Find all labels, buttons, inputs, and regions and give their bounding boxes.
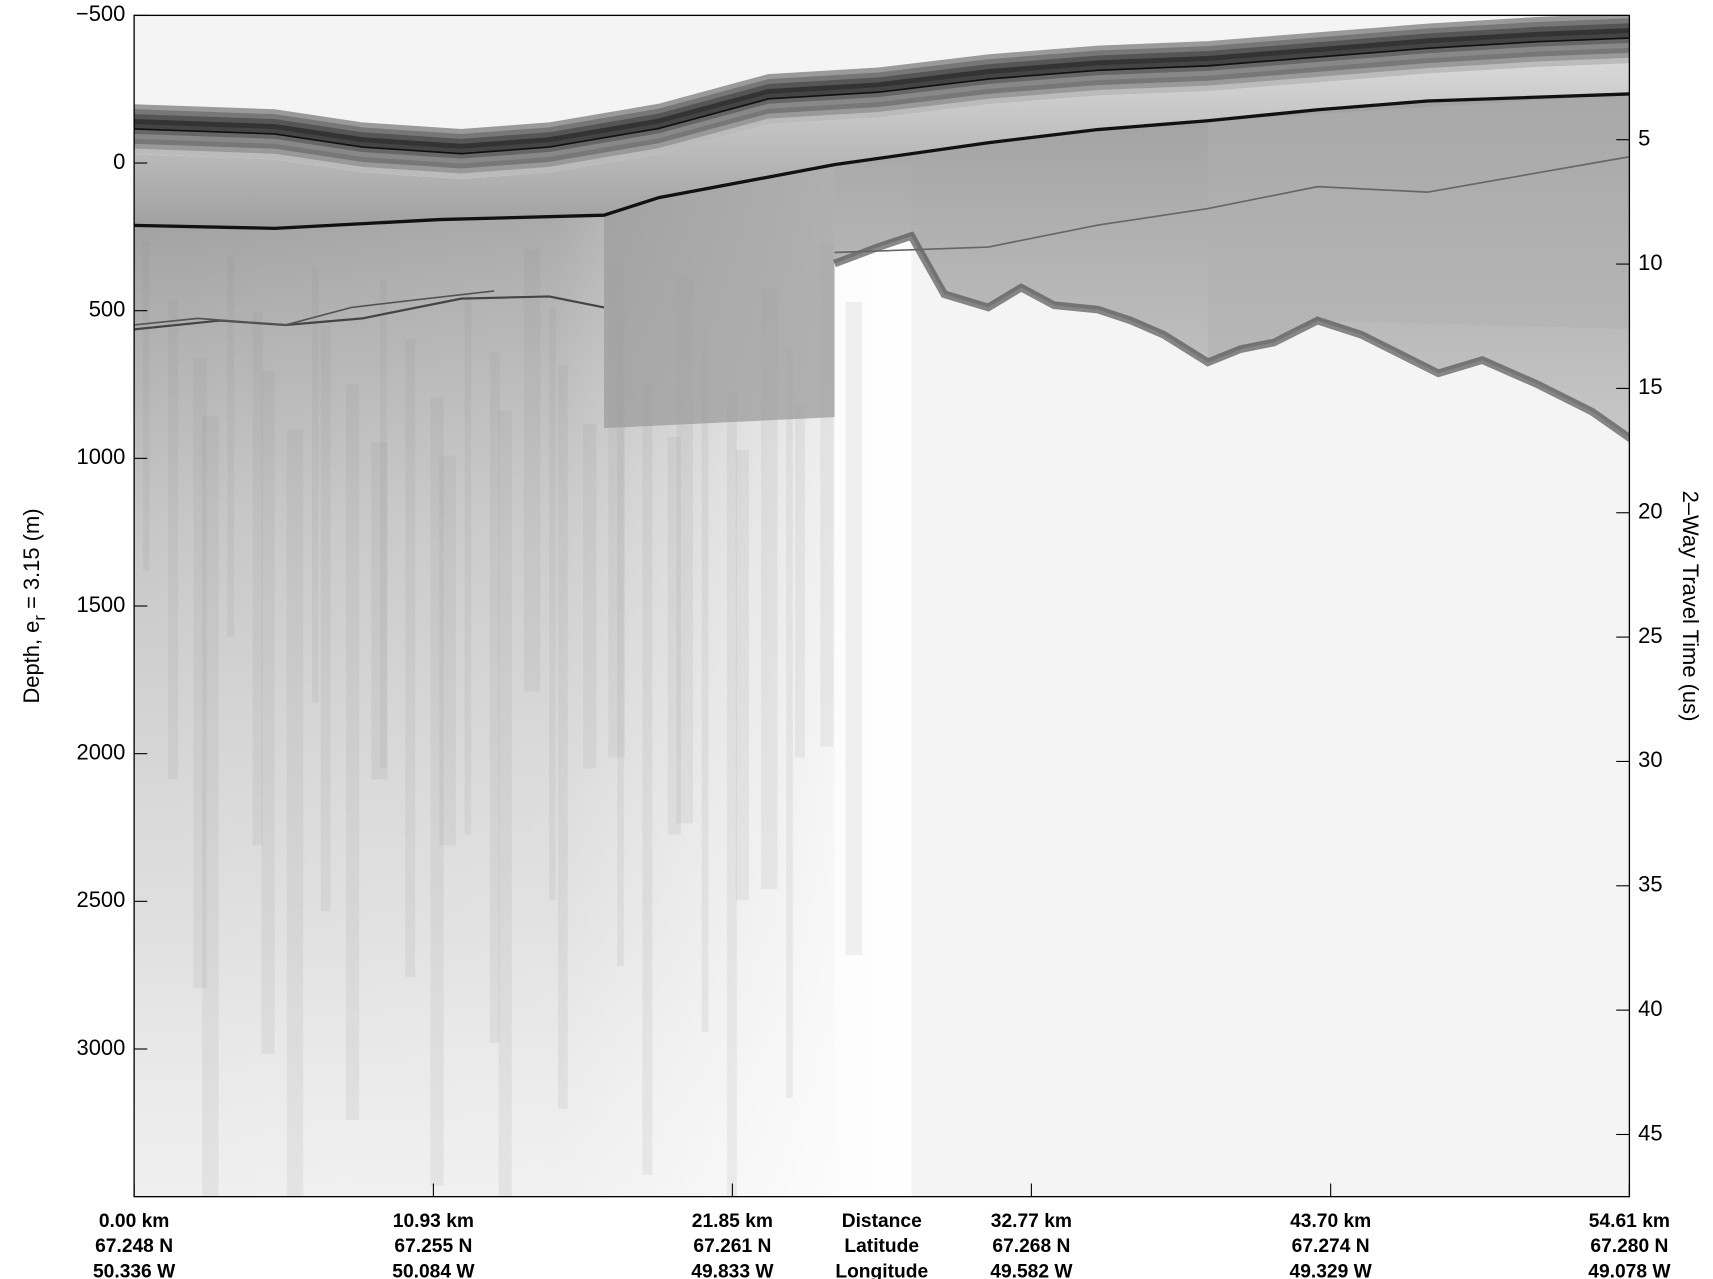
streak bbox=[286, 429, 304, 1197]
y-label-suffix: = 3.15 (m) bbox=[19, 508, 44, 615]
y2-tick-label: 10 bbox=[1638, 250, 1662, 275]
surface-stripe bbox=[134, 23, 1630, 145]
x-tick-label: 21.85 km bbox=[692, 1211, 773, 1232]
surface-line bbox=[134, 37, 1630, 155]
streak bbox=[498, 410, 512, 1197]
y-label-subscript: r bbox=[31, 615, 49, 621]
streak bbox=[845, 301, 862, 956]
latitude-label: 67.248 N bbox=[95, 1236, 173, 1257]
streak bbox=[583, 423, 597, 769]
x-tick-label: 0.00 km bbox=[99, 1211, 169, 1232]
x-tick-label: 54.61 km bbox=[1589, 1211, 1670, 1232]
latitude-label: 67.261 N bbox=[693, 1236, 771, 1257]
latitude-label: 67.274 N bbox=[1292, 1236, 1370, 1257]
row-label: Latitude bbox=[844, 1236, 919, 1257]
row-label: Distance bbox=[842, 1211, 922, 1232]
y-tick-label: 1000 bbox=[77, 444, 126, 469]
streak bbox=[227, 254, 235, 637]
x-tick-label: 43.70 km bbox=[1290, 1211, 1371, 1232]
y2-tick-label: 25 bbox=[1638, 623, 1662, 648]
y2-tick-label: 45 bbox=[1638, 1120, 1662, 1145]
streak bbox=[735, 450, 749, 901]
mid-ice bbox=[603, 164, 835, 429]
y-tick-label: 0 bbox=[113, 149, 125, 174]
surface-stripe bbox=[134, 47, 1630, 170]
ice-surface-reflector bbox=[134, 92, 1630, 231]
y-tick-label: 2000 bbox=[77, 739, 126, 764]
y-label-text: Depth, e bbox=[19, 621, 44, 704]
streak bbox=[371, 442, 388, 780]
bed-reflector bbox=[833, 231, 1630, 443]
ice-shade bbox=[1207, 94, 1630, 363]
streak bbox=[168, 299, 179, 780]
streak bbox=[261, 371, 275, 1054]
latitude-label: 67.268 N bbox=[992, 1236, 1070, 1257]
streak bbox=[439, 455, 456, 846]
y-axis-label: Depth, er = 3.15 (m) bbox=[19, 508, 49, 703]
surface-stripe bbox=[134, 57, 1630, 179]
streak bbox=[795, 405, 805, 758]
y2-tick-label: 35 bbox=[1638, 872, 1662, 897]
longitude-label: 49.329 W bbox=[1290, 1261, 1373, 1279]
streak bbox=[193, 357, 207, 989]
streak bbox=[202, 416, 219, 1197]
left-layer bbox=[134, 290, 495, 326]
streak bbox=[726, 391, 737, 1197]
longitude-label: 49.833 W bbox=[691, 1261, 774, 1279]
surface-stripe bbox=[134, 28, 1630, 150]
radargram-image bbox=[134, 15, 1630, 1197]
streak bbox=[464, 294, 472, 835]
longitude-label: 49.582 W bbox=[990, 1261, 1073, 1279]
row-label: Longitude bbox=[835, 1261, 928, 1279]
y-tick-label: 3000 bbox=[77, 1035, 126, 1060]
streak bbox=[380, 281, 387, 769]
streak bbox=[345, 384, 360, 1120]
y-tick-label: 500 bbox=[89, 296, 126, 321]
streak bbox=[642, 378, 653, 1175]
y-tick-label: 1500 bbox=[77, 592, 126, 617]
surface-stripe bbox=[134, 52, 1630, 175]
longitude-label: 49.078 W bbox=[1588, 1261, 1671, 1279]
streak bbox=[786, 346, 793, 1098]
surface-stripe bbox=[134, 38, 1630, 160]
streak bbox=[142, 241, 150, 571]
streak bbox=[311, 267, 319, 703]
streak bbox=[667, 436, 681, 835]
streak bbox=[523, 249, 541, 692]
latitude-label: 67.280 N bbox=[1590, 1236, 1668, 1257]
y2-tick-label: 15 bbox=[1638, 374, 1662, 399]
y2-axis-label: 2–Way Travel Time (us) bbox=[1678, 491, 1703, 722]
streak bbox=[549, 307, 556, 901]
y2-tick-label: 20 bbox=[1638, 499, 1662, 524]
streak bbox=[489, 352, 500, 1043]
streak bbox=[320, 326, 331, 912]
streak bbox=[760, 288, 778, 890]
y-tick-label: 2500 bbox=[77, 887, 126, 912]
firn bbox=[134, 63, 1630, 229]
surface-stripe bbox=[134, 15, 1630, 135]
y2-tick-label: 30 bbox=[1638, 747, 1662, 772]
surface-stripe bbox=[134, 42, 1630, 165]
longitude-label: 50.084 W bbox=[392, 1261, 475, 1279]
surface-stripe bbox=[134, 33, 1630, 155]
streak bbox=[557, 365, 568, 1109]
y2-tick-label: 40 bbox=[1638, 996, 1662, 1021]
surface-stripe bbox=[134, 18, 1630, 140]
x-tick-label: 32.77 km bbox=[991, 1211, 1072, 1232]
latitude-label: 67.255 N bbox=[394, 1236, 472, 1257]
streak bbox=[430, 397, 444, 1186]
streak bbox=[405, 339, 416, 978]
internal-layer bbox=[834, 155, 1630, 254]
y2-tick-label: 5 bbox=[1638, 126, 1650, 151]
streak bbox=[252, 312, 263, 846]
streak bbox=[701, 333, 709, 1032]
longitude-label: 50.336 W bbox=[93, 1261, 176, 1279]
y-tick-label: −500 bbox=[76, 1, 125, 26]
streak bbox=[617, 320, 624, 967]
x-tick-label: 10.93 km bbox=[393, 1211, 474, 1232]
